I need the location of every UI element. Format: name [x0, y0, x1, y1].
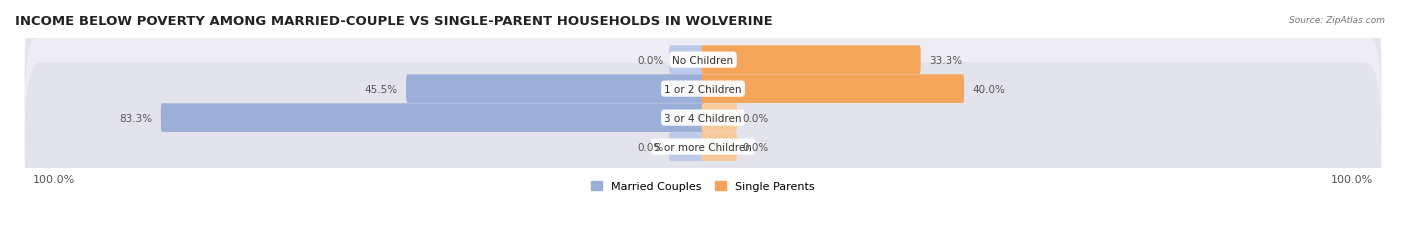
Text: 0.0%: 0.0%	[638, 55, 664, 65]
Text: Source: ZipAtlas.com: Source: ZipAtlas.com	[1289, 16, 1385, 25]
Text: 0.0%: 0.0%	[638, 142, 664, 152]
Text: 0.0%: 0.0%	[742, 113, 768, 123]
Text: 5 or more Children: 5 or more Children	[654, 142, 752, 152]
FancyBboxPatch shape	[669, 46, 704, 75]
FancyBboxPatch shape	[702, 75, 965, 103]
Legend: Married Couples, Single Parents: Married Couples, Single Parents	[592, 181, 814, 192]
FancyBboxPatch shape	[25, 5, 1381, 173]
FancyBboxPatch shape	[702, 133, 737, 161]
FancyBboxPatch shape	[25, 34, 1381, 202]
FancyBboxPatch shape	[406, 75, 704, 103]
Text: 33.3%: 33.3%	[929, 55, 962, 65]
FancyBboxPatch shape	[160, 104, 704, 132]
Text: 1 or 2 Children: 1 or 2 Children	[664, 84, 742, 94]
Text: 83.3%: 83.3%	[120, 113, 153, 123]
FancyBboxPatch shape	[702, 104, 737, 132]
FancyBboxPatch shape	[702, 46, 921, 75]
Text: INCOME BELOW POVERTY AMONG MARRIED-COUPLE VS SINGLE-PARENT HOUSEHOLDS IN WOLVERI: INCOME BELOW POVERTY AMONG MARRIED-COUPL…	[15, 15, 773, 28]
Text: No Children: No Children	[672, 55, 734, 65]
Text: 3 or 4 Children: 3 or 4 Children	[664, 113, 742, 123]
Text: 0.0%: 0.0%	[742, 142, 768, 152]
Text: 40.0%: 40.0%	[973, 84, 1005, 94]
FancyBboxPatch shape	[25, 0, 1381, 144]
FancyBboxPatch shape	[669, 133, 704, 161]
FancyBboxPatch shape	[25, 63, 1381, 231]
Text: 45.5%: 45.5%	[364, 84, 398, 94]
